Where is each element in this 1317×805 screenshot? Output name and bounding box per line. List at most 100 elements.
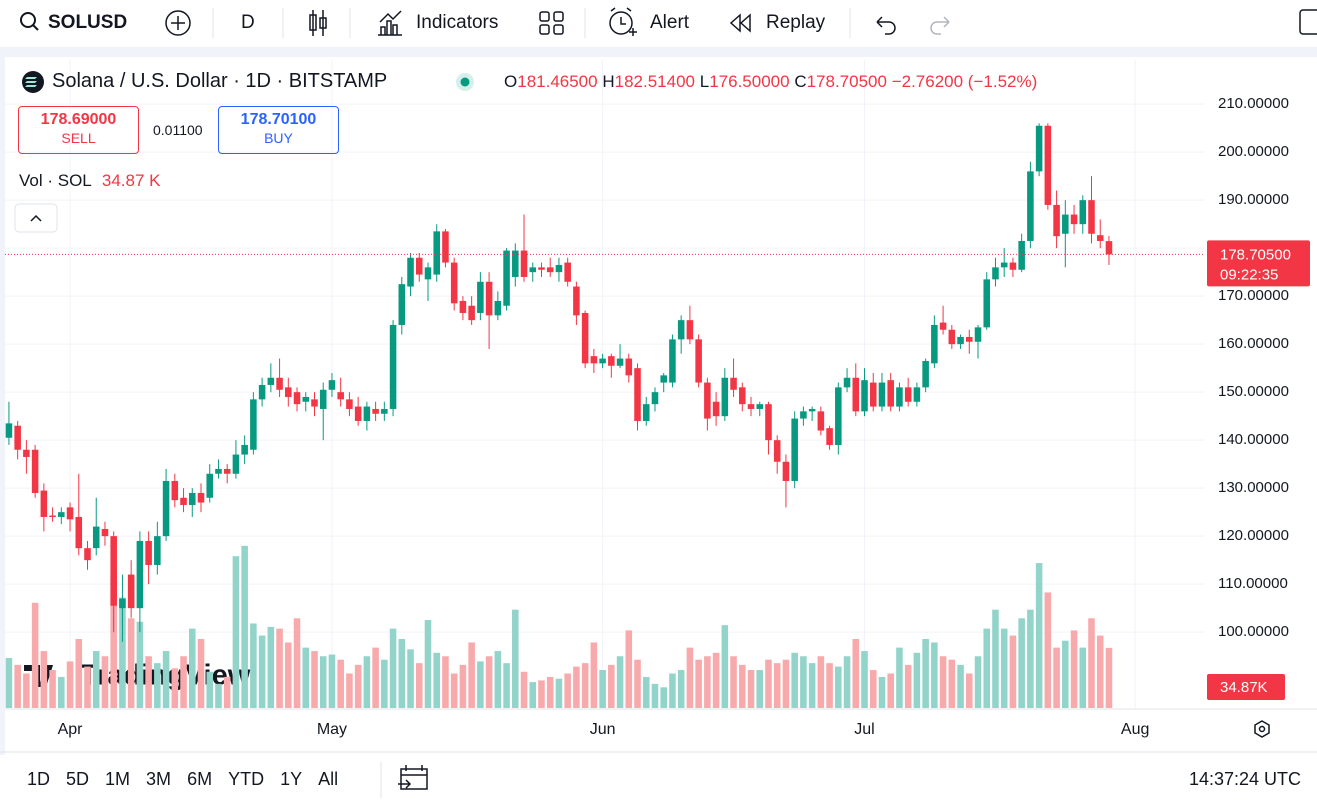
undo-icon[interactable] bbox=[876, 16, 896, 35]
range-button[interactable]: 1Y bbox=[280, 769, 303, 789]
range-button[interactable]: 1D bbox=[27, 769, 51, 789]
buy-label: BUY bbox=[264, 130, 293, 146]
volume-bar bbox=[206, 671, 214, 708]
candle-body bbox=[1044, 125, 1052, 205]
range-button[interactable]: 3M bbox=[146, 769, 172, 789]
candle-body bbox=[625, 358, 633, 376]
volume-bar bbox=[695, 659, 702, 708]
candle-body bbox=[677, 320, 685, 340]
volume-bar bbox=[948, 659, 956, 708]
settings-icon[interactable] bbox=[1254, 720, 1270, 738]
range-button[interactable]: 6M bbox=[187, 769, 213, 789]
volume-bar bbox=[983, 628, 991, 708]
candle-body bbox=[922, 360, 929, 388]
candle-body bbox=[407, 257, 414, 287]
redo-icon[interactable] bbox=[930, 16, 950, 35]
candle-body bbox=[686, 320, 694, 340]
volume-value: 34.87 K bbox=[101, 171, 161, 190]
volume-bar bbox=[293, 618, 301, 708]
volume-bar bbox=[529, 682, 537, 708]
volume-bar bbox=[660, 687, 667, 708]
sell-button[interactable]: 178.69000 SELL bbox=[18, 106, 139, 154]
candle-body bbox=[127, 574, 135, 609]
volume-bar bbox=[573, 666, 580, 708]
replay-icon[interactable] bbox=[729, 13, 751, 33]
candle-body bbox=[782, 461, 790, 481]
volume-bar bbox=[642, 676, 650, 708]
legend-key: C bbox=[794, 72, 807, 91]
layout-icon bbox=[553, 11, 564, 22]
volume-bar bbox=[398, 639, 406, 708]
chart-type-icon[interactable] bbox=[309, 10, 327, 36]
volume-bar bbox=[1009, 635, 1017, 708]
candle-body bbox=[651, 392, 659, 405]
candle-body bbox=[520, 250, 528, 277]
volume-bar bbox=[1000, 628, 1008, 708]
volume-bar bbox=[197, 639, 205, 708]
range-button[interactable]: YTD bbox=[228, 769, 265, 789]
volume-bar bbox=[241, 545, 248, 708]
alert-icon[interactable] bbox=[609, 11, 633, 35]
candle-body bbox=[250, 399, 257, 450]
candle-body bbox=[1000, 262, 1008, 268]
volume-bar bbox=[747, 670, 755, 708]
volume-bar bbox=[84, 666, 91, 708]
volume-legend: Vol · SOL 34.87 K bbox=[19, 171, 160, 191]
volume-bar bbox=[1070, 630, 1078, 708]
range-button[interactable]: 5D bbox=[66, 769, 90, 789]
alert-button[interactable]: Alert bbox=[650, 12, 690, 33]
volume-bar bbox=[1018, 618, 1025, 708]
volume-bar bbox=[354, 664, 362, 708]
layout-icon[interactable] bbox=[539, 11, 550, 22]
candle-body bbox=[302, 396, 310, 402]
volume-bar bbox=[669, 673, 676, 708]
candle-body bbox=[660, 375, 667, 383]
candle-body bbox=[459, 300, 467, 313]
volume-bar bbox=[433, 652, 440, 708]
candle-body bbox=[241, 444, 248, 455]
symbol[interactable]: SOLUSD bbox=[48, 12, 128, 33]
volume-bar bbox=[346, 673, 353, 708]
candle-body bbox=[319, 389, 327, 409]
volume-bar bbox=[1088, 618, 1095, 708]
range-button[interactable]: 1M bbox=[105, 769, 131, 789]
volume-bar bbox=[162, 651, 170, 708]
volume-bar bbox=[686, 647, 694, 708]
volume-bar bbox=[31, 602, 39, 708]
candle-body bbox=[634, 368, 641, 421]
volume-bar bbox=[843, 656, 851, 708]
buy-button[interactable]: 178.70100 BUY bbox=[218, 106, 339, 154]
volume-bar bbox=[817, 656, 825, 708]
volume-bar bbox=[503, 663, 510, 708]
price-tag-countdown: 09:22:35 bbox=[1220, 266, 1278, 283]
date-range-icon[interactable] bbox=[398, 765, 428, 790]
spread: 0.01100 bbox=[153, 122, 203, 138]
candle-body bbox=[983, 279, 991, 328]
volume-bar bbox=[512, 609, 519, 708]
candle-body bbox=[450, 262, 458, 304]
replay-button[interactable]: Replay bbox=[766, 12, 826, 33]
add-icon[interactable] bbox=[165, 10, 191, 36]
volume-bar bbox=[101, 656, 109, 708]
legend-value: 176.50000 bbox=[709, 72, 790, 91]
legend-value: 178.70500 bbox=[806, 72, 887, 91]
volume-bar bbox=[878, 676, 886, 708]
candle-body bbox=[1009, 262, 1017, 270]
search-icon[interactable] bbox=[20, 12, 36, 28]
panel-icon[interactable] bbox=[1299, 9, 1317, 35]
collapse-button[interactable] bbox=[14, 203, 58, 233]
volume-bar bbox=[555, 678, 563, 708]
volume-bar bbox=[223, 676, 231, 708]
range-button[interactable]: All bbox=[318, 769, 339, 789]
candle-body bbox=[966, 336, 973, 342]
x-tick-label: Jun bbox=[590, 721, 616, 738]
indicators-button[interactable]: Indicators bbox=[416, 12, 499, 33]
volume-bar bbox=[1044, 592, 1052, 708]
interval[interactable]: D bbox=[241, 12, 255, 33]
settings-icon bbox=[1258, 725, 1266, 733]
volume-bar bbox=[311, 651, 318, 708]
volume-bar bbox=[651, 683, 659, 708]
indicators-icon[interactable] bbox=[378, 10, 402, 36]
volume-bar bbox=[337, 659, 344, 708]
